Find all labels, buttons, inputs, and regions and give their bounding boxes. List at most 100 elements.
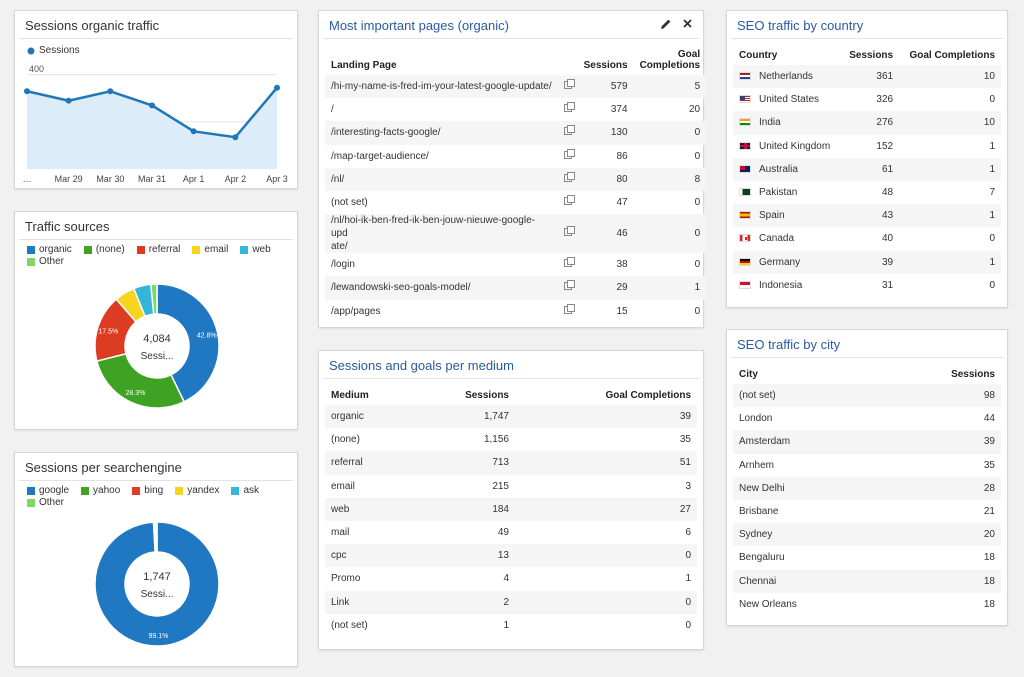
table-row[interactable]: Spain 43 1 <box>733 204 1001 228</box>
column-header-sessions[interactable]: Sessions <box>465 390 509 401</box>
column-header-medium[interactable]: Medium <box>331 390 369 401</box>
legend-item-none[interactable]: (none) <box>83 244 125 256</box>
country-cell[interactable]: United States <box>733 88 841 111</box>
table-row[interactable]: Indonesia 31 0 <box>733 274 1001 297</box>
column-header-goal-completions[interactable]: Goal Completions <box>909 50 995 61</box>
table-row[interactable]: Sydney 20 <box>733 523 1001 547</box>
legend-item-bing[interactable]: bing <box>132 485 163 497</box>
searchengine-donut-chart[interactable]: 99.1% 1,747 Sessi... <box>15 514 297 664</box>
legend-item-referral[interactable]: referral <box>136 244 180 256</box>
table-row[interactable]: cpc 13 0 <box>325 544 697 568</box>
table-row[interactable]: (not set) 98 <box>733 384 1001 408</box>
country-cell[interactable]: Germany <box>733 250 841 274</box>
table-row[interactable]: mail 49 6 <box>325 521 697 544</box>
traffic-sources-donut-chart[interactable]: 42.8% 28.3% 17.5% 4,084 Sessi... <box>15 276 297 426</box>
country-cell[interactable]: Indonesia <box>733 274 841 297</box>
table-row[interactable]: /app/pages 15 0 <box>325 300 706 323</box>
country-cell[interactable]: Pakistan <box>733 181 841 204</box>
landing-page-cell[interactable]: / <box>331 104 334 116</box>
column-header-landing-page[interactable]: Landing Page <box>331 60 397 71</box>
legend-item-google[interactable]: google <box>27 485 69 497</box>
data-point[interactable] <box>190 128 197 135</box>
table-row[interactable]: / 374 20 <box>325 98 706 121</box>
medium-cell[interactable]: cpc <box>325 544 435 568</box>
landing-page-cell[interactable]: /map-target-audience/ <box>331 150 429 162</box>
landing-page-cell[interactable]: /hi-my-name-is-fred-im-your-latest-googl… <box>325 75 558 99</box>
country-cell[interactable]: Spain <box>733 204 841 228</box>
city-cell[interactable]: New Delhi <box>733 476 882 500</box>
table-row[interactable]: Netherlands 361 10 <box>733 65 1001 89</box>
city-cell[interactable]: Amsterdam <box>733 430 882 454</box>
landing-page-cell[interactable]: /lewandowski-seo-goals-model/ <box>325 276 558 300</box>
city-cell[interactable]: New Orleans <box>739 598 797 610</box>
medium-cell[interactable]: referral <box>325 451 435 475</box>
external-link-icon[interactable] <box>563 195 575 206</box>
medium-cell[interactable]: (not set) <box>331 619 368 631</box>
legend-item-email[interactable]: email <box>192 244 228 256</box>
table-row[interactable]: /nl/80 8 <box>325 167 707 191</box>
column-header-sessions[interactable]: Sessions <box>583 60 628 71</box>
medium-cell[interactable]: mail <box>331 527 350 539</box>
legend-item-Other[interactable]: Other <box>27 256 64 268</box>
legend-item-ask[interactable]: ask <box>231 485 259 497</box>
table-row[interactable]: Arnhem 35 <box>733 454 1001 477</box>
table-row[interactable]: /map-target-audience/86 0 <box>325 145 706 168</box>
medium-cell[interactable]: (none) <box>331 434 360 446</box>
medium-cell[interactable]: email <box>331 480 355 492</box>
country-cell[interactable]: Canada <box>733 227 841 250</box>
landing-page-cell[interactable]: (not set) <box>331 197 368 209</box>
column-header-goal-completions[interactable]: Goal Completions <box>639 49 701 71</box>
data-point[interactable] <box>107 88 114 95</box>
table-row[interactable]: Australia 61 1 <box>733 157 1001 181</box>
table-row[interactable]: London 44 <box>733 407 1001 430</box>
external-link-icon[interactable] <box>563 102 575 113</box>
data-point[interactable] <box>274 84 280 91</box>
table-row[interactable]: (not set) 1 0 <box>325 614 697 637</box>
slice-google[interactable] <box>94 521 220 647</box>
table-row[interactable]: Chennai 18 <box>733 569 1001 593</box>
table-row[interactable]: /login 38 0 <box>325 253 706 276</box>
data-point[interactable] <box>24 88 30 95</box>
table-row[interactable]: /lewandowski-seo-goals-model/29 1 <box>325 276 707 300</box>
column-header-sessions[interactable]: Sessions <box>951 369 995 380</box>
landing-page-cell[interactable]: /app/pages <box>331 305 381 317</box>
external-link-icon[interactable] <box>563 280 575 291</box>
data-point[interactable] <box>232 134 239 141</box>
table-row[interactable]: Canada 40 0 <box>733 227 1001 250</box>
table-row[interactable]: organic 1,747 39 <box>325 405 697 429</box>
table-row[interactable]: Bengaluru 18 <box>733 546 1001 569</box>
landing-page-cell[interactable]: /interesting-facts-google/ <box>325 121 558 145</box>
country-cell[interactable]: India <box>733 111 841 135</box>
city-cell[interactable]: Chennai <box>733 569 882 593</box>
table-row[interactable]: New Orleans 18 <box>733 593 1001 616</box>
legend-item-web[interactable]: web <box>240 244 271 256</box>
city-cell[interactable]: London <box>739 413 773 425</box>
external-link-icon[interactable] <box>563 171 575 182</box>
external-link-icon[interactable] <box>563 79 575 90</box>
legend-item-Other[interactable]: Other <box>27 497 64 509</box>
column-header-sessions[interactable]: Sessions <box>849 50 894 61</box>
table-row[interactable]: New Delhi 28 <box>733 476 1001 500</box>
country-cell[interactable]: Australia <box>733 157 841 181</box>
table-row[interactable]: /interesting-facts-google/130 0 <box>325 121 707 145</box>
external-link-icon[interactable] <box>563 125 575 136</box>
city-cell[interactable]: (not set) <box>733 384 882 408</box>
data-point[interactable] <box>65 97 72 104</box>
country-cell[interactable]: United Kingdom <box>733 135 841 158</box>
landing-page-cell[interactable]: /login <box>331 259 355 271</box>
legend-item-sessions[interactable]: Sessions <box>27 45 80 57</box>
external-link-icon[interactable] <box>563 148 575 159</box>
country-cell[interactable]: Netherlands <box>733 65 841 89</box>
city-cell[interactable]: Brisbane <box>739 506 779 518</box>
legend-item-yahoo[interactable]: yahoo <box>81 485 120 497</box>
city-cell[interactable]: Sydney <box>733 523 882 547</box>
medium-cell[interactable]: organic <box>325 405 435 429</box>
table-row[interactable]: Brisbane 21 <box>733 500 1001 523</box>
table-row[interactable]: Promo 4 1 <box>325 567 697 590</box>
table-row[interactable]: Pakistan 48 7 <box>733 181 1001 204</box>
table-row[interactable]: (none) 1,156 35 <box>325 428 697 451</box>
medium-cell[interactable]: Promo <box>331 573 361 585</box>
table-row[interactable]: United States 326 0 <box>733 88 1001 111</box>
table-row[interactable]: Link 2 0 <box>325 590 697 614</box>
